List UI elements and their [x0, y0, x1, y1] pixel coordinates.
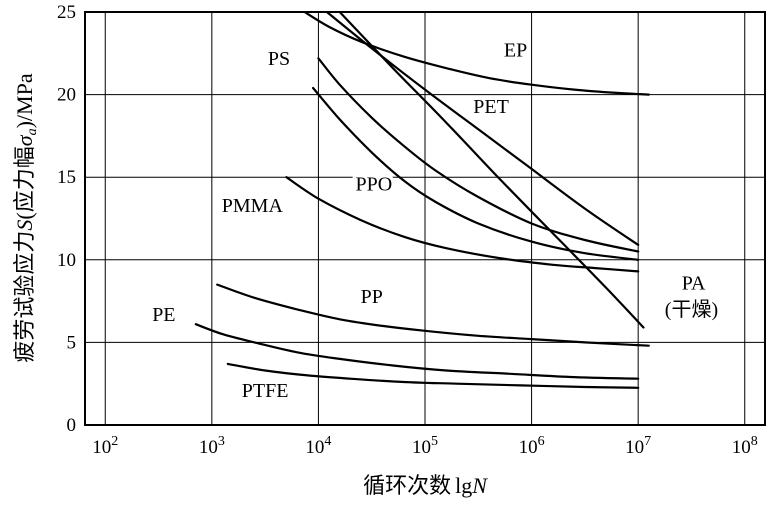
y-tick-label-25: 25: [57, 2, 76, 23]
x-tick-label-10e7: 107: [625, 434, 651, 458]
y-axis-symbol-S: S: [12, 219, 37, 231]
series-label-ptfe: PTFE: [242, 380, 289, 402]
x-axis-title: 循环次数 lgN: [85, 468, 765, 500]
plot-frame: [84, 11, 766, 426]
curve-pmma: [285, 176, 640, 273]
y-tick-label-5: 5: [67, 332, 77, 353]
series-label-pa: PA: [682, 273, 706, 295]
curve-ps: [317, 57, 640, 253]
y-axis-title-text2: (应力幅: [12, 146, 37, 220]
series-label-ps: PS: [268, 48, 290, 70]
series-label-ppo: PPO: [355, 173, 392, 195]
y-tick-label-15: 15: [57, 167, 76, 188]
x-tick-label-10e5: 105: [412, 434, 438, 458]
curve-ptfe: [226, 362, 640, 389]
x-tick-label-10e6: 106: [519, 434, 545, 458]
y-axis-symbol-sub-a: a: [25, 128, 40, 136]
y-tick-label-0: 0: [67, 415, 77, 436]
x-tick-label-10e2: 102: [92, 434, 118, 458]
curve-pp: [216, 283, 650, 347]
x-tick-label-10e3: 103: [199, 434, 225, 458]
curve-pa: [338, 10, 645, 329]
y-axis-symbol-sigma: σ: [12, 135, 37, 147]
curve-ppo: [312, 86, 640, 261]
curve-ep: [303, 10, 650, 96]
y-tick-label-20: 20: [57, 85, 76, 106]
x-tick-label-10e4: 104: [305, 434, 331, 458]
series-label-pa-dry: (干燥): [665, 298, 718, 321]
y-axis-title-text: 疲劳试验应力: [12, 230, 37, 363]
y-axis-title: 疲劳试验应力S(应力幅σa)/MPa: [7, 3, 40, 433]
series-label-ep: EP: [504, 40, 527, 62]
y-axis-unit: )/MPa: [12, 73, 37, 129]
x-tick-label-10e8: 108: [732, 434, 758, 458]
curve-pe: [194, 323, 640, 380]
x-axis-log-prefix: lg: [455, 473, 473, 498]
y-tick-label-10: 10: [57, 250, 76, 271]
series-label-pp: PP: [361, 286, 383, 308]
x-axis-symbol-N: N: [472, 473, 487, 498]
series-label-pmma: PMMA: [222, 195, 284, 217]
series-label-pe: PE: [152, 304, 175, 326]
x-axis-title-text: 循环次数: [363, 473, 452, 498]
series-label-pet: PET: [473, 96, 509, 118]
curve-pet: [325, 10, 640, 246]
